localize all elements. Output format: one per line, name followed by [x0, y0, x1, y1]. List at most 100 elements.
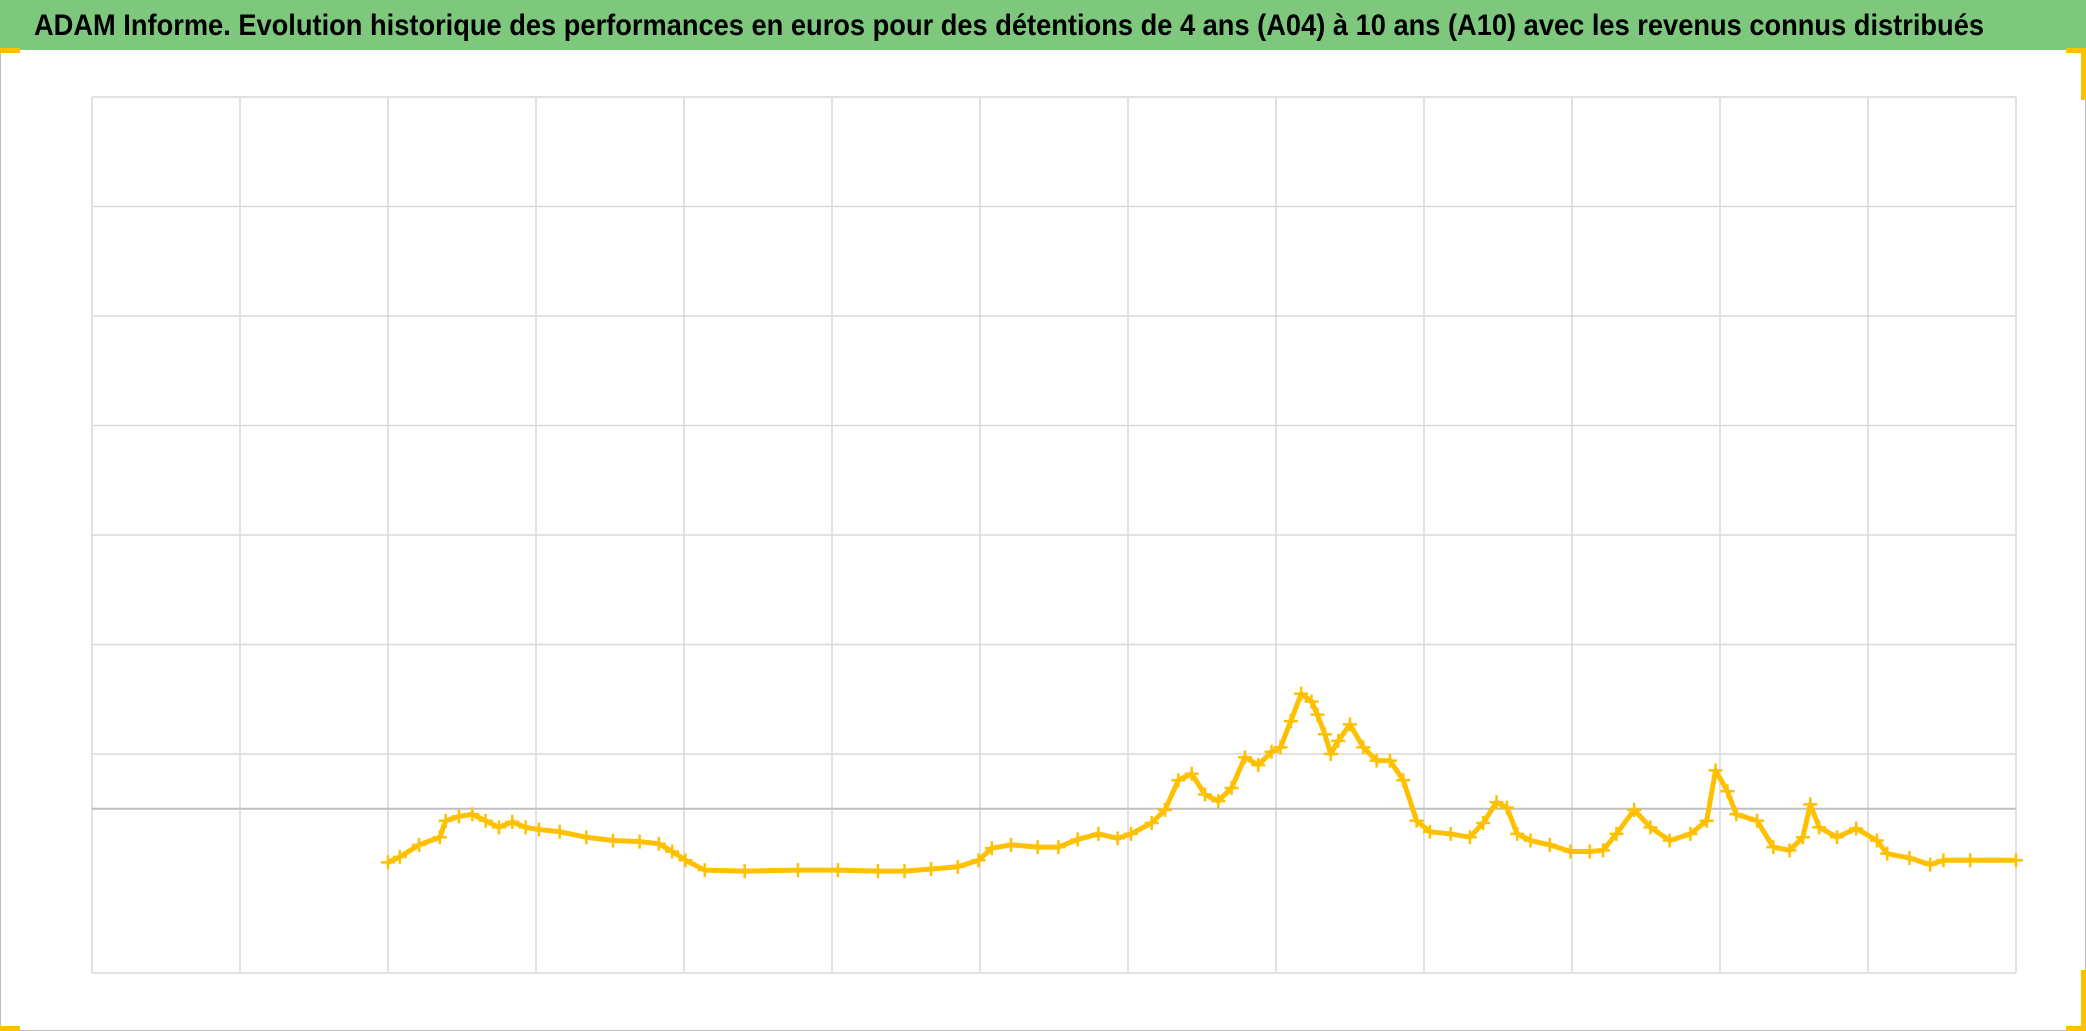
data-point	[1343, 717, 1357, 732]
data-point	[1729, 807, 1744, 822]
data-point	[492, 820, 506, 835]
data-point	[1963, 853, 1978, 868]
data-point	[1462, 830, 1477, 845]
data-point	[1829, 830, 1844, 845]
data-point	[651, 836, 666, 851]
data-point	[1211, 794, 1226, 809]
data-point	[1224, 780, 1239, 795]
data-point	[1251, 757, 1266, 772]
selection-handles	[0, 48, 2086, 1031]
data-point	[984, 841, 999, 856]
data-point	[1184, 766, 1199, 781]
data-point	[1171, 773, 1186, 788]
data-point	[1849, 821, 1864, 836]
data-point	[1708, 763, 1723, 778]
data-point	[1273, 740, 1288, 755]
data-point	[1369, 753, 1384, 768]
data-point	[1091, 826, 1106, 841]
data-point	[1766, 840, 1781, 855]
data-point	[1563, 844, 1578, 859]
data-point	[1110, 831, 1125, 846]
data-point	[1812, 820, 1827, 835]
data-point	[1782, 843, 1797, 858]
data-point	[665, 844, 680, 859]
data-point	[1662, 833, 1677, 848]
data-point	[518, 820, 533, 835]
data-point	[1317, 727, 1332, 742]
data-point	[1869, 833, 1884, 848]
data-point	[1070, 832, 1085, 847]
data-point	[1795, 830, 1810, 845]
data-point	[1643, 820, 1658, 835]
data-point	[897, 864, 912, 879]
data-point	[1158, 802, 1172, 817]
data-point	[392, 849, 407, 864]
data-point	[1683, 826, 1698, 841]
data-point	[1396, 773, 1411, 788]
data-point	[1331, 733, 1346, 748]
data-point	[1051, 840, 1066, 855]
data-point	[1294, 686, 1309, 701]
data-point	[505, 814, 520, 829]
data-point	[1004, 837, 1019, 852]
data-point	[1489, 795, 1504, 810]
data-point	[552, 824, 567, 839]
data-point	[381, 855, 395, 870]
data-point	[579, 830, 594, 845]
data-point	[1609, 826, 1624, 841]
data-point	[2009, 853, 2023, 868]
data-point	[1510, 826, 1525, 841]
data-point	[1476, 815, 1491, 830]
data-point	[412, 837, 427, 852]
data-point	[1902, 851, 1917, 866]
data-point	[632, 834, 647, 849]
data-point	[1144, 815, 1159, 830]
chart-title: ADAM Informe. Evolution historique des p…	[34, 9, 1984, 42]
data-point	[1356, 740, 1371, 755]
title-bar	[0, 0, 2086, 50]
data-point	[1422, 824, 1437, 839]
data-point	[1310, 707, 1325, 722]
data-point	[1197, 787, 1212, 802]
data-point	[870, 864, 885, 879]
data-point	[432, 830, 447, 845]
data-point	[697, 863, 712, 878]
data-point	[1264, 744, 1279, 759]
data-point	[1443, 826, 1458, 841]
data-point	[1803, 797, 1818, 812]
data-point	[1523, 833, 1538, 848]
data-point	[438, 813, 453, 828]
data-point	[1596, 843, 1611, 858]
data-point	[1582, 844, 1597, 859]
data-point	[1123, 826, 1138, 841]
data-point	[924, 861, 939, 876]
data-point	[531, 822, 546, 837]
data-point	[1627, 802, 1642, 817]
data-point	[950, 859, 965, 874]
data-point	[1542, 837, 1557, 852]
data-point	[1304, 694, 1319, 709]
data-point	[1237, 750, 1252, 765]
data-point	[1699, 813, 1714, 828]
data-point	[452, 809, 467, 824]
data-point	[790, 863, 805, 878]
data-point	[1323, 747, 1338, 761]
data-point	[1283, 714, 1298, 729]
data-point	[1923, 857, 1938, 872]
data-point	[737, 864, 752, 879]
data-point	[1499, 800, 1514, 815]
data-point	[1880, 846, 1895, 861]
data-point	[478, 813, 493, 828]
data-point	[1720, 784, 1735, 799]
data-point	[830, 863, 845, 878]
data-point	[1936, 853, 1951, 868]
data-point	[605, 833, 620, 848]
data-point	[1382, 753, 1397, 768]
data-point	[1030, 840, 1045, 855]
data-point	[465, 807, 480, 822]
data-point	[678, 853, 693, 868]
data-point	[1409, 813, 1424, 828]
data-point	[971, 853, 986, 868]
